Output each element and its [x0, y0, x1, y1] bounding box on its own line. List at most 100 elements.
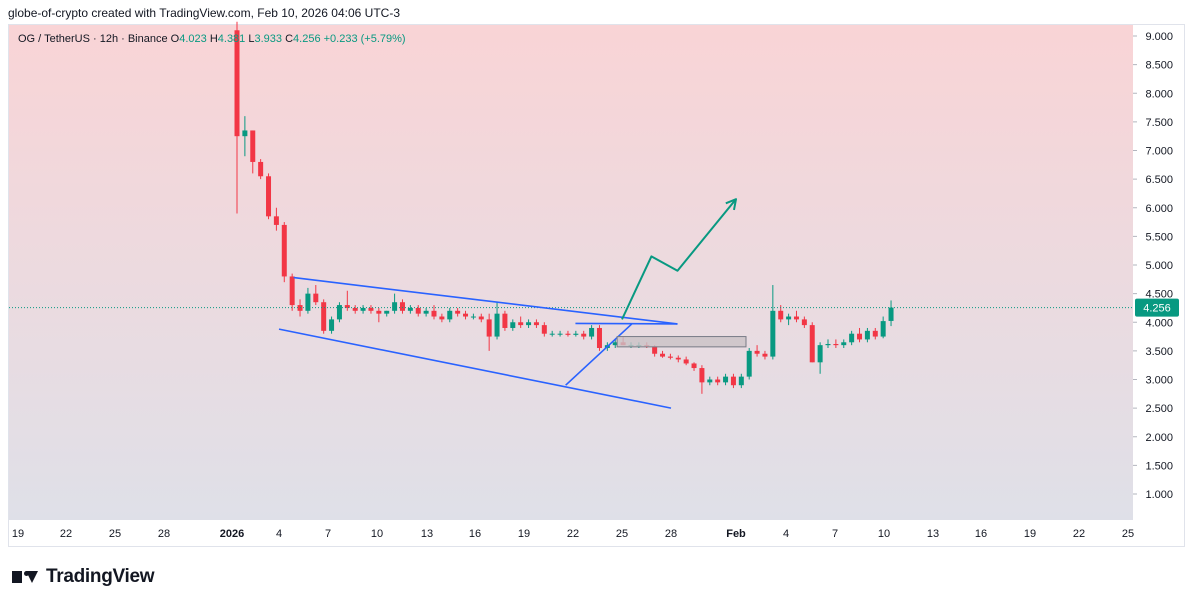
candle [486, 313, 492, 351]
candle [258, 159, 264, 180]
candle [423, 307, 429, 317]
chart-legend: OG / TetherUS · 12h · Binance O4.023 H4.… [18, 33, 406, 45]
candle [242, 116, 248, 157]
x-tick-label: 28 [665, 528, 677, 540]
candle-body [321, 302, 327, 331]
candle-body [754, 350, 760, 354]
candle [431, 305, 437, 320]
x-tick-label: 10 [878, 528, 890, 540]
candle-body [801, 319, 807, 326]
candle-body [510, 322, 516, 328]
candle [541, 322, 547, 337]
candle [762, 350, 768, 360]
candle-body [715, 379, 721, 383]
candle [573, 330, 579, 337]
legend-change: +0.233 (+5.79%) [323, 33, 406, 45]
candle [376, 307, 382, 323]
legend-high-label: H [209, 33, 218, 45]
candle [857, 327, 863, 343]
candle-body [258, 161, 264, 177]
tradingview-logo[interactable]: TradingView [12, 566, 155, 588]
candle [510, 319, 516, 331]
candle [329, 316, 335, 334]
candle [518, 316, 524, 328]
legend-low-label: L [248, 33, 255, 45]
x-tick-label: 10 [371, 528, 383, 540]
candle-body [250, 130, 256, 162]
candle [715, 376, 721, 386]
y-tick-label: 7.500 [1145, 117, 1173, 129]
y-tick-label: 3.000 [1145, 375, 1173, 387]
y-axis: 9.000 8.500 8.000 7.500 7.000 6.500 6.000 5.500… [1133, 31, 1173, 501]
legend-symbol: OG / TetherUS · 12h · Binance [18, 33, 168, 45]
candle [439, 313, 445, 323]
y-tick-label: 1.000 [1145, 489, 1173, 501]
candle-body [880, 321, 886, 337]
wedge-lower-line [565, 323, 633, 386]
plot-background [9, 25, 1133, 520]
x-tick-label: 4 [783, 528, 789, 540]
candle [549, 330, 555, 337]
candle [833, 339, 839, 349]
candle-body [494, 313, 500, 337]
candle [392, 293, 398, 314]
candle-body [817, 345, 823, 363]
projection-arrow-head [725, 198, 737, 211]
candle [352, 305, 358, 314]
candle-body [384, 310, 390, 314]
candle-body [699, 368, 705, 383]
candle-body [667, 356, 673, 358]
wedge-upper-line [575, 322, 678, 325]
candle [502, 310, 508, 331]
x-tick-label: Feb [726, 528, 746, 540]
candle-body [376, 310, 382, 314]
candle-body [707, 379, 713, 383]
legend-close: 4.256 [293, 33, 321, 45]
candle [864, 327, 870, 343]
candle-body [809, 325, 815, 363]
candle-body [612, 342, 618, 346]
candle [612, 339, 618, 349]
x-tick-label: 4 [276, 528, 282, 540]
candle-body [526, 322, 532, 326]
x-tick-label: 22 [60, 528, 72, 540]
candle-body [399, 302, 405, 311]
tradingview-logo-icon [12, 569, 40, 585]
x-tick-label: 25 [1122, 528, 1134, 540]
candle-body [336, 305, 342, 320]
candle-body [281, 224, 287, 277]
candle [691, 362, 697, 371]
x-tick-label: 7 [325, 528, 331, 540]
candle [384, 310, 390, 317]
candle-body [864, 330, 870, 340]
candle [675, 355, 681, 363]
candle-body [273, 216, 279, 225]
drawings [9, 198, 1133, 409]
candle-body [533, 322, 539, 326]
candle-body [770, 310, 776, 357]
y-tick-label: 6.000 [1145, 203, 1173, 215]
candle-body [723, 376, 729, 383]
candle-body [234, 30, 240, 137]
channel-upper-line [293, 276, 678, 325]
legend-open: 4.023 [179, 33, 207, 45]
candle [707, 376, 713, 386]
x-tick-label: 19 [1024, 528, 1036, 540]
y-tick-label: 2.000 [1145, 432, 1173, 444]
y-tick-label: 8.000 [1145, 88, 1173, 100]
candle [234, 21, 240, 214]
candle-body [849, 333, 855, 343]
candle [801, 316, 807, 328]
candle-body [415, 307, 421, 314]
candle-body [360, 307, 366, 311]
candle-body [368, 307, 374, 311]
candle-body [573, 333, 579, 335]
candle-body [463, 313, 469, 317]
candle [565, 330, 571, 337]
candle-body [833, 344, 839, 346]
candle-body [266, 176, 272, 217]
candle-body [746, 350, 752, 377]
candle [793, 310, 799, 323]
candle-body [786, 316, 792, 320]
